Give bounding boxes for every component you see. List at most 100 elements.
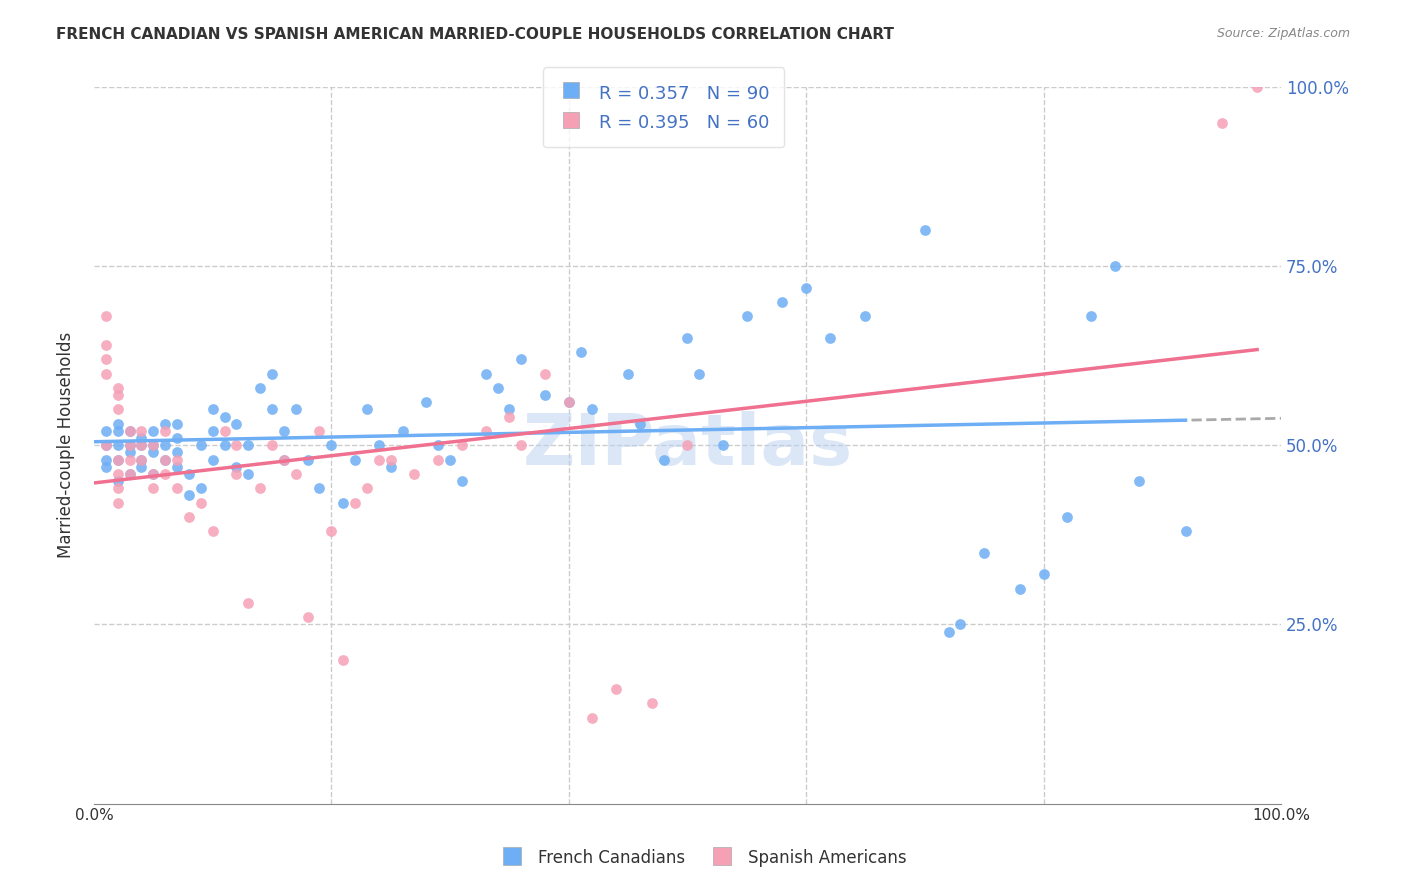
Point [628, 417, 651, 431]
Point [107, 402, 129, 417]
Point [107, 481, 129, 495]
Point [332, 653, 354, 667]
Point [688, 367, 710, 381]
Point [201, 424, 224, 438]
Legend: R = 0.357   N = 90, R = 0.395   N = 60: R = 0.357 N = 90, R = 0.395 N = 60 [543, 67, 785, 147]
Point [190, 495, 212, 509]
Point [308, 481, 330, 495]
Point [94, 310, 117, 324]
Point [260, 367, 283, 381]
Point [166, 417, 188, 431]
Point [711, 438, 734, 452]
Point [214, 424, 236, 438]
Point [735, 310, 758, 324]
Point [107, 438, 129, 452]
Point [1211, 116, 1233, 130]
Y-axis label: Married-couple Households: Married-couple Households [58, 332, 75, 558]
Point [356, 481, 378, 495]
Point [201, 402, 224, 417]
Point [356, 402, 378, 417]
Point [260, 402, 283, 417]
Point [118, 424, 141, 438]
Point [451, 438, 474, 452]
Point [474, 424, 496, 438]
Point [107, 452, 129, 467]
Point [166, 481, 188, 495]
Point [94, 424, 117, 438]
Point [118, 452, 141, 467]
Point [770, 295, 793, 310]
Point [131, 459, 153, 474]
Point [273, 452, 295, 467]
Point [118, 445, 141, 459]
Point [534, 367, 557, 381]
Point [914, 223, 936, 237]
Point [225, 459, 247, 474]
Point [1056, 510, 1078, 524]
Point [131, 424, 153, 438]
Point [153, 452, 176, 467]
Point [153, 417, 176, 431]
Point [107, 388, 129, 402]
Point [474, 367, 496, 381]
Point [367, 438, 389, 452]
Point [142, 438, 165, 452]
Point [107, 495, 129, 509]
Point [260, 438, 283, 452]
Point [131, 438, 153, 452]
Point [641, 696, 664, 710]
Point [534, 388, 557, 402]
Point [131, 452, 153, 467]
Point [1080, 310, 1102, 324]
Point [118, 467, 141, 481]
Point [427, 438, 450, 452]
Point [238, 596, 260, 610]
Point [94, 438, 117, 452]
Point [605, 681, 627, 696]
Point [308, 424, 330, 438]
Point [225, 467, 247, 481]
Point [177, 488, 200, 502]
Point [581, 402, 603, 417]
Point [190, 481, 212, 495]
Point [510, 438, 533, 452]
Point [1246, 79, 1268, 94]
Point [344, 452, 367, 467]
Point [486, 381, 509, 395]
Point [427, 452, 450, 467]
Point [177, 510, 200, 524]
Point [94, 367, 117, 381]
Point [451, 474, 474, 488]
Point [284, 402, 307, 417]
Point [225, 417, 247, 431]
Point [225, 438, 247, 452]
Point [510, 352, 533, 367]
Point [297, 452, 319, 467]
Point [166, 445, 188, 459]
Point [238, 467, 260, 481]
Point [415, 395, 437, 409]
Point [273, 452, 295, 467]
Point [153, 467, 176, 481]
Point [214, 409, 236, 424]
Point [94, 459, 117, 474]
Point [190, 438, 212, 452]
Point [818, 331, 841, 345]
Point [153, 452, 176, 467]
Point [142, 467, 165, 481]
Point [107, 381, 129, 395]
Point [1104, 259, 1126, 273]
Text: Source: ZipAtlas.com: Source: ZipAtlas.com [1216, 27, 1350, 40]
Point [107, 467, 129, 481]
Point [439, 452, 461, 467]
Point [498, 409, 520, 424]
Point [949, 617, 972, 632]
Point [676, 438, 699, 452]
Point [94, 352, 117, 367]
Point [177, 467, 200, 481]
Point [569, 345, 592, 359]
Point [249, 381, 271, 395]
Point [380, 459, 402, 474]
Point [367, 452, 389, 467]
Point [166, 431, 188, 445]
